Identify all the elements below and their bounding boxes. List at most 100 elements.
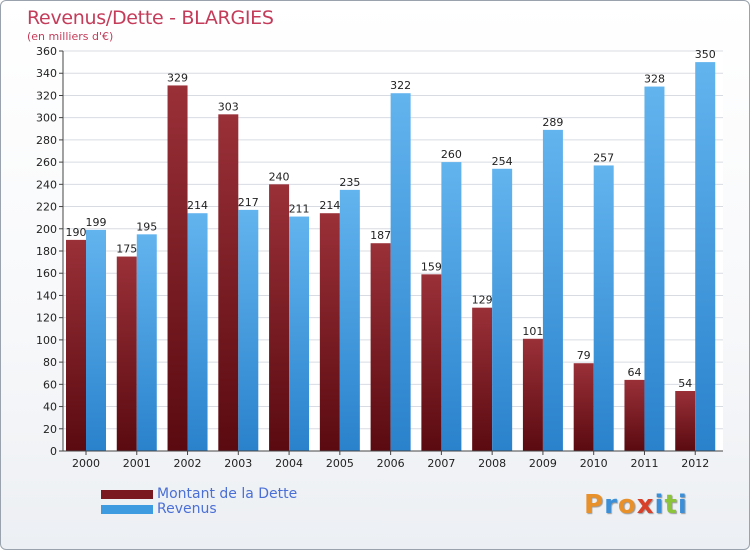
bar-revenus-2012 (695, 62, 716, 451)
x-tick-label-2004: 2004 (275, 457, 303, 470)
x-tick-label-2002: 2002 (174, 457, 202, 470)
legend-item-revenus: Revenus (101, 502, 297, 517)
data-label-dette-2005: 214 (319, 199, 340, 212)
bar-revenus-2002 (187, 213, 208, 451)
data-label-revenus-2011: 328 (644, 73, 665, 86)
data-label-dette-2006: 187 (370, 229, 391, 242)
data-label-dette-2009: 101 (522, 325, 543, 338)
bar-dette-2004 (269, 184, 290, 452)
y-tick-label: 80 (43, 356, 57, 369)
x-tick-label-2007: 2007 (427, 457, 455, 470)
y-tick-label: 160 (36, 267, 57, 280)
legend: Montant de la Dette Revenus (101, 487, 297, 517)
data-label-revenus-2008: 254 (492, 155, 513, 168)
data-label-revenus-2006: 322 (390, 79, 411, 92)
y-tick-label: 20 (43, 423, 57, 436)
y-tick-label: 300 (36, 112, 57, 125)
bar-dette-2008 (472, 307, 493, 451)
x-tick-label-2006: 2006 (377, 457, 405, 470)
proxiti-logo: Proxiti (584, 490, 688, 520)
logo-letter: i (654, 490, 665, 520)
data-label-revenus-2007: 260 (441, 148, 462, 161)
y-tick-label: 260 (36, 156, 57, 169)
y-tick-label: 280 (36, 134, 57, 147)
y-tick-label: 140 (36, 289, 57, 302)
data-label-dette-2004: 240 (269, 170, 290, 183)
logo-letter: P (584, 490, 605, 520)
y-tick-label: 240 (36, 178, 57, 191)
x-tick-label-2001: 2001 (123, 457, 151, 470)
data-label-revenus-2004: 211 (289, 203, 310, 216)
logo-letter: i (677, 490, 688, 520)
bar-revenus-2009 (542, 129, 563, 451)
axes (59, 50, 723, 455)
bar-dette-2006 (370, 243, 391, 451)
y-tick-label: 120 (36, 312, 57, 325)
data-label-revenus-2001: 195 (136, 220, 157, 233)
data-label-dette-2007: 159 (421, 260, 442, 273)
data-label-dette-2011: 64 (627, 366, 641, 379)
legend-label-dette: Montant de la Dette (157, 486, 298, 502)
bar-revenus-2007 (441, 162, 462, 451)
bar-dette-2007 (421, 274, 442, 451)
x-tick-label-2012: 2012 (681, 457, 709, 470)
data-label-revenus-2009: 289 (542, 116, 563, 129)
data-label-dette-2002: 329 (167, 71, 188, 84)
bars (66, 62, 716, 452)
data-label-dette-2003: 303 (218, 100, 239, 113)
y-tick-label: 220 (36, 201, 57, 214)
bar-revenus-2008 (492, 168, 513, 451)
bar-revenus-2004 (289, 216, 310, 451)
bar-dette-2001 (116, 256, 137, 451)
bar-dette-2003 (218, 114, 239, 451)
logo-letter: x (636, 490, 655, 520)
bar-dette-2012 (675, 391, 696, 451)
legend-item-dette: Montant de la Dette (101, 487, 297, 502)
bar-revenus-2006 (390, 93, 411, 451)
x-tick-label-2011: 2011 (630, 457, 658, 470)
y-tick-label: 180 (36, 245, 57, 258)
x-tick-label-2000: 2000 (72, 457, 100, 470)
data-label-revenus-2012: 350 (695, 48, 716, 61)
data-label-revenus-2005: 235 (339, 176, 360, 189)
y-tick-label: 340 (36, 67, 57, 80)
bar-dette-2000 (66, 239, 86, 451)
logo-letter: o (617, 490, 637, 520)
x-tick-label-2005: 2005 (326, 457, 354, 470)
logo-letter: t (664, 490, 678, 520)
bar-revenus-2003 (238, 209, 259, 451)
data-label-dette-2010: 79 (577, 349, 591, 362)
bar-revenus-2010 (593, 165, 614, 451)
x-tick-label-2008: 2008 (478, 457, 506, 470)
data-label-dette-2001: 175 (116, 243, 137, 256)
x-tick-label-2010: 2010 (580, 457, 608, 470)
labels: 0 20 40 60 80 100 120 140 160 180 200 220 240 260 280 3… (36, 45, 716, 470)
data-label-revenus-2002: 214 (187, 199, 208, 212)
chart-subtitle: (en milliers d'€) (27, 30, 114, 43)
data-label-revenus-2010: 257 (593, 151, 614, 164)
data-label-revenus-2000: 199 (86, 216, 107, 229)
y-tick-label: 0 (50, 445, 57, 458)
bar-dette-2005 (319, 213, 340, 451)
bar-revenus-2001 (136, 234, 157, 451)
bar-dette-2010 (573, 363, 594, 451)
data-label-dette-2000: 190 (66, 226, 87, 239)
data-label-dette-2012: 54 (678, 377, 692, 390)
bar-dette-2011 (624, 379, 645, 451)
y-tick-label: 360 (36, 45, 57, 58)
data-label-dette-2008: 129 (472, 294, 493, 307)
x-tick-label-2009: 2009 (529, 457, 557, 470)
y-tick-label: 40 (43, 401, 57, 414)
y-tick-label: 200 (36, 223, 57, 236)
legend-swatch-revenus (101, 505, 153, 514)
legend-label-revenus: Revenus (157, 501, 217, 517)
y-tick-label: 60 (43, 378, 57, 391)
y-tick-label: 100 (36, 334, 57, 347)
bar-dette-2009 (522, 338, 543, 451)
chart-title: Revenus/Dette - BLARGIES (27, 7, 274, 29)
y-tick-label: 320 (36, 89, 57, 102)
bar-revenus-2000 (86, 229, 106, 451)
bar-revenus-2005 (339, 189, 360, 451)
